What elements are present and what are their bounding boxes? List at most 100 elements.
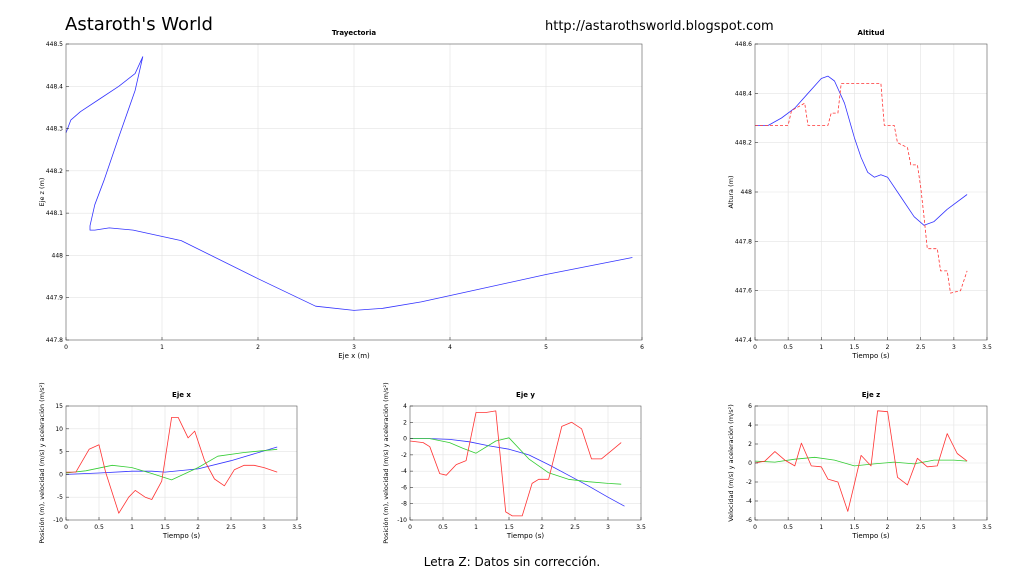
plot-frame xyxy=(65,405,298,521)
y-tick-label: -8 xyxy=(401,501,407,508)
x-tick-label: 2.5 xyxy=(916,524,926,531)
y-tick-label: -10 xyxy=(53,517,63,524)
x-tick-label: 1 xyxy=(819,344,823,351)
x-tick-label: 1.5 xyxy=(850,344,860,351)
chart-title: Eje y xyxy=(516,391,535,399)
x-axis-label: Eje x (m) xyxy=(338,352,370,360)
x-tick-label: 3 xyxy=(606,524,610,531)
x-tick-label: 2 xyxy=(540,524,544,531)
chart-title: Trayectoria xyxy=(332,29,376,37)
y-tick-label: 447.4 xyxy=(735,337,752,344)
y-tick-label: -10 xyxy=(397,517,407,524)
y-tick-label: 447.9 xyxy=(46,295,63,302)
x-tick-label: 3.5 xyxy=(982,524,992,531)
y-tick-label: -2 xyxy=(746,479,752,486)
x-tick-label: 1.5 xyxy=(850,524,860,531)
x-tick-label: 1 xyxy=(160,344,164,351)
series-green-line xyxy=(410,437,622,485)
y-tick-label: 5 xyxy=(59,449,63,456)
series-blue-line xyxy=(65,446,278,475)
x-tick-label: 3 xyxy=(262,524,266,531)
x-tick-label: 2.5 xyxy=(226,524,236,531)
y-tick-label: 0 xyxy=(403,436,407,443)
y-tick-label: -4 xyxy=(746,498,752,505)
series-red-line xyxy=(66,416,278,514)
y-tick-label: 447.8 xyxy=(46,337,63,344)
series-blue-line xyxy=(755,75,968,226)
x-tick-label: 2 xyxy=(886,524,890,531)
y-tick-label: 2 xyxy=(748,441,752,448)
x-tick-label: 6 xyxy=(640,344,644,351)
y-tick-label: 447.8 xyxy=(735,238,752,245)
series-red-line xyxy=(755,83,968,294)
y-tick-label: 6 xyxy=(748,403,752,410)
chart-altitud: 0 0.5 1 1.5 2 2.5 3 3.5 447.4 447.6 447.8 448 448.2 4… xyxy=(727,29,992,360)
x-axis-label: Tiempo (s) xyxy=(851,352,889,360)
chart-eje-y: 0 0.5 1 1.5 2 2.5 3 3.5 -10 -8 -6 -4 -2 0 2 4 Eje y Tiemp… xyxy=(382,382,646,543)
y-tick-label: -6 xyxy=(401,484,407,491)
y-tick-label: -5 xyxy=(57,494,63,501)
series-green-line xyxy=(65,448,278,481)
page-title: Astaroth's World xyxy=(65,14,213,35)
x-tick-label: 3.5 xyxy=(636,524,646,531)
blog-url[interactable]: http://astarothsworld.blogspot.com xyxy=(545,19,774,34)
plot-frame xyxy=(409,405,642,521)
y-tick-label: 448.1 xyxy=(46,210,63,217)
chart-title: Altitud xyxy=(858,29,885,37)
y-tick-label: 448 xyxy=(52,252,64,259)
series-green-line xyxy=(754,456,968,467)
y-tick-label: 0 xyxy=(59,471,63,478)
chart-eje-x: 0 0.5 1 1.5 2 2.5 3 3.5 -10 -5 0 5 10 15 Eje x Tiempo (… xyxy=(38,382,302,543)
x-tick-label: 2.5 xyxy=(916,344,926,351)
x-axis-label: Tiempo (s) xyxy=(851,532,889,540)
x-axis-label: Tiempo (s) xyxy=(506,532,544,540)
y-tick-label: 448.2 xyxy=(46,168,63,175)
x-tick-label: 2.5 xyxy=(570,524,580,531)
y-tick-label: -6 xyxy=(746,517,752,524)
x-axis-label: Tiempo (s) xyxy=(162,532,200,540)
x-tick-label: 2 xyxy=(886,344,890,351)
x-tick-label: 5 xyxy=(544,344,548,351)
x-tick-label: 0 xyxy=(753,524,757,531)
chart-trayectoria: 0 1 2 3 4 5 6 447.8 447.9 448 448.1 448.2 448.3 448.4… xyxy=(38,29,644,360)
x-tick-label: 0 xyxy=(753,344,757,351)
x-tick-label: 1 xyxy=(130,524,134,531)
x-tick-label: 2 xyxy=(196,524,200,531)
chart-title: Eje x xyxy=(172,391,191,399)
x-tick-label: 4 xyxy=(448,344,452,351)
y-tick-label: 2 xyxy=(403,419,407,426)
y-axis-label: Posición (m), velocidad (m/s) y acelerac… xyxy=(38,382,46,543)
y-tick-label: 4 xyxy=(748,422,752,429)
x-tick-label: 3.5 xyxy=(292,524,302,531)
y-tick-label: 0 xyxy=(748,460,752,467)
x-tick-label: 0.5 xyxy=(94,524,104,531)
x-tick-label: 0.5 xyxy=(438,524,448,531)
x-tick-label: 0.5 xyxy=(783,344,793,351)
x-tick-label: 0 xyxy=(64,344,68,351)
x-tick-label: 3 xyxy=(952,524,956,531)
figure-caption: Letra Z: Datos sin corrección. xyxy=(423,555,601,569)
y-tick-label: -4 xyxy=(401,468,407,475)
y-axis-label: Eje z (m) xyxy=(38,178,46,207)
chart-title: Eje z xyxy=(862,391,880,399)
x-tick-label: 0.5 xyxy=(783,524,793,531)
series-blue-line xyxy=(410,438,625,507)
x-tick-label: 0 xyxy=(408,524,412,531)
chart-eje-z: 0 0.5 1 1.5 2 2.5 3 3.5 -6 -4 -2 0 2 4 6 Eje z Tiempo (s… xyxy=(727,391,992,540)
y-tick-label: 448.2 xyxy=(735,140,752,147)
y-tick-label: 448.5 xyxy=(46,41,63,48)
y-axis-label: Posición (m), velocidad (m/s) y acelerac… xyxy=(382,382,390,543)
y-tick-label: 448.4 xyxy=(46,83,63,90)
y-tick-label: -2 xyxy=(401,452,407,459)
y-tick-label: 447.6 xyxy=(735,288,752,295)
y-tick-label: 448.3 xyxy=(46,126,63,133)
y-tick-label: 4 xyxy=(403,403,407,410)
x-tick-label: 1 xyxy=(819,524,823,531)
x-tick-label: 1.5 xyxy=(504,524,514,531)
x-tick-label: 1 xyxy=(474,524,478,531)
series-blue-line xyxy=(65,56,633,311)
x-tick-label: 2 xyxy=(256,344,260,351)
y-tick-label: 448.4 xyxy=(735,90,752,97)
series-red-line xyxy=(409,410,622,517)
y-tick-label: 448 xyxy=(741,189,753,196)
